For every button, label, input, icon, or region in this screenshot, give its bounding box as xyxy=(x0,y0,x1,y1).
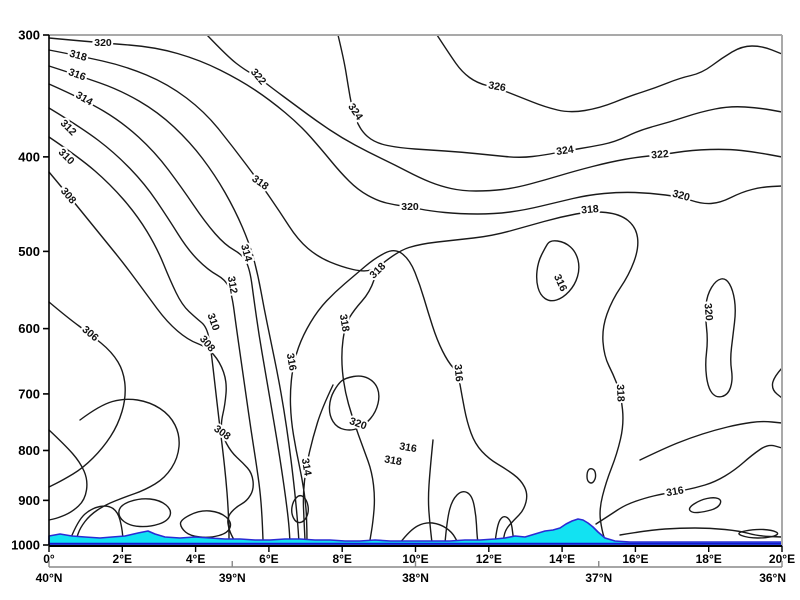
latitude-tick-label: 40°N xyxy=(36,571,63,585)
terrain-profile xyxy=(48,518,783,546)
contour-line-316 xyxy=(586,467,597,484)
longitude-tick-label: 6°E xyxy=(259,552,278,566)
contour-label-324: 324 xyxy=(555,144,574,158)
contour-line-314 xyxy=(48,83,291,544)
longitude-tick-label: 18°E xyxy=(696,552,722,566)
contour-label-314: 314 xyxy=(299,457,314,476)
contour-label-322: 322 xyxy=(651,148,670,161)
contour-lines-layer xyxy=(48,34,783,544)
contour-line-316 xyxy=(595,444,783,525)
contour-line-316 xyxy=(535,240,580,302)
contour-line-318 xyxy=(639,420,783,461)
pressure-tick-label: 500 xyxy=(18,244,40,259)
contour-label-314: 314 xyxy=(238,243,254,263)
contour-line-308 xyxy=(48,171,254,541)
contour-label-314: 314 xyxy=(74,89,95,108)
pressure-tick-label: 900 xyxy=(18,493,40,508)
contour-label-316: 316 xyxy=(284,352,299,371)
latitude-tick-label: 38°N xyxy=(402,571,429,585)
contour-label-324: 324 xyxy=(345,101,365,122)
pressure-tick-label: 700 xyxy=(18,386,40,401)
contour-line-318 xyxy=(771,367,783,399)
contour-line-314 xyxy=(738,528,779,539)
contour-line-316 xyxy=(444,490,479,544)
contour-line-318 xyxy=(48,49,377,541)
contour-label-320: 320 xyxy=(671,188,691,204)
contour-label-318: 318 xyxy=(367,260,388,281)
contour-line-310 xyxy=(118,498,172,528)
contour-line-308 xyxy=(48,429,88,521)
contour-label-310: 310 xyxy=(205,312,222,333)
contour-line-310 xyxy=(75,398,180,541)
contour-label-316: 316 xyxy=(398,440,417,455)
contour-line-320 xyxy=(704,278,736,398)
contour-label-316: 316 xyxy=(451,364,464,383)
contour-line-316 xyxy=(289,250,528,544)
contour-label-318: 318 xyxy=(337,313,352,332)
contour-label-310: 310 xyxy=(56,146,77,167)
contour-label-308: 308 xyxy=(197,333,218,354)
contour-line-310 xyxy=(48,136,230,544)
contour-line-316 xyxy=(688,497,722,514)
contour-label-318: 318 xyxy=(68,48,88,64)
contour-label-320: 320 xyxy=(701,303,714,322)
contour-line-314 xyxy=(619,527,783,538)
contour-line-318 xyxy=(381,211,639,544)
contour-label-312: 312 xyxy=(58,117,79,138)
contour-line-314 xyxy=(399,522,459,544)
contour-label-326: 326 xyxy=(487,79,506,94)
contour-line-320 xyxy=(48,37,783,215)
longitude-tick-label: 10°E xyxy=(402,552,428,566)
longitude-tick-label: 4°E xyxy=(186,552,205,566)
contour-line-308 xyxy=(69,505,124,541)
contour-label-318: 318 xyxy=(250,173,271,193)
contour-line-322 xyxy=(206,34,783,192)
latitude-tick-label: 39°N xyxy=(219,571,246,585)
contour-label-316: 316 xyxy=(665,484,684,499)
longitude-tick-label: 8°E xyxy=(332,552,351,566)
contour-line-312 xyxy=(179,510,232,538)
longitude-tick-label: 12°E xyxy=(476,552,502,566)
contour-line-316 xyxy=(48,65,300,544)
contour-label-312: 312 xyxy=(225,275,240,294)
longitude-tick-label: 16°E xyxy=(622,552,648,566)
latitude-tick-label: 36°N xyxy=(759,571,786,585)
contour-line-314 xyxy=(302,384,334,541)
pressure-tick-label: 800 xyxy=(18,443,40,458)
pressure-tick-label: 400 xyxy=(18,149,40,164)
longitude-tick-label: 0° xyxy=(43,552,55,566)
pressure-tick-label: 600 xyxy=(18,321,40,336)
contour-label-308: 308 xyxy=(212,423,233,443)
contour-line-316 xyxy=(494,515,515,544)
latitude-tick-label: 37°N xyxy=(585,571,612,585)
pressure-tick-label: 300 xyxy=(18,28,40,43)
contour-line-326 xyxy=(436,34,783,113)
contour-line-320 xyxy=(328,375,380,431)
contour-label-318: 318 xyxy=(614,384,627,402)
contour-line-316 xyxy=(427,439,434,544)
contour-label-316: 316 xyxy=(67,66,88,83)
longitude-tick-label: 14°E xyxy=(549,552,575,566)
contour-line-318 xyxy=(291,494,309,524)
longitude-tick-label: 20°E xyxy=(769,552,795,566)
contour-label-322: 322 xyxy=(248,66,269,87)
terrain-layer xyxy=(48,518,783,546)
contour-label-318: 318 xyxy=(383,453,402,468)
longitude-tick-label: 2°E xyxy=(113,552,132,566)
contour-line-312 xyxy=(48,107,264,541)
contour-label-318: 318 xyxy=(581,203,600,216)
contour-label-320: 320 xyxy=(401,201,419,213)
pressure-tick-label: 1000 xyxy=(11,538,40,553)
contour-label-320: 320 xyxy=(94,37,112,49)
contour-line-324 xyxy=(337,34,783,158)
contour-label-316: 316 xyxy=(551,272,569,293)
